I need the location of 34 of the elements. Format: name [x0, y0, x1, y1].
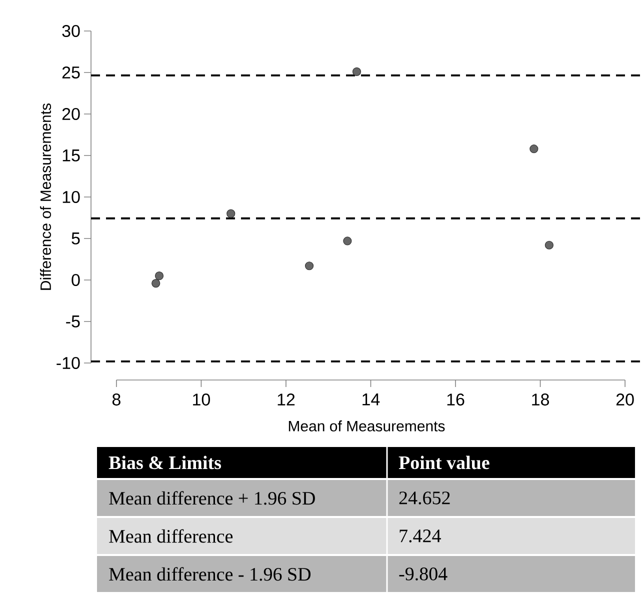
- x-tick-label: 16: [447, 394, 464, 406]
- text: 7.424: [400, 530, 441, 542]
- x-tick-label: 10: [193, 394, 210, 406]
- y-tick-label: 20: [62, 108, 80, 120]
- text: 24.652: [399, 492, 450, 504]
- y-tick-label: 10: [62, 190, 80, 204]
- x-tick-label: 8: [112, 394, 120, 406]
- text: -9.804: [399, 568, 448, 580]
- y-tick-label: 30: [62, 24, 80, 38]
- text: Bias & Limits: [108, 456, 222, 470]
- point: [304, 262, 314, 270]
- x-axis-title: Mean of Measurements: [288, 420, 445, 432]
- x-tick-label: 18: [532, 394, 549, 406]
- point: [343, 236, 352, 246]
- text: Mean difference - 1.96 SD: [109, 567, 311, 581]
- text: Mean difference: [109, 529, 233, 543]
- point: [530, 144, 538, 154]
- y-tick-label: -5: [66, 316, 80, 328]
- point: [352, 67, 362, 76]
- text: Mean difference + 1.96 SD: [109, 491, 315, 505]
- y-tick-label: 25: [62, 66, 80, 79]
- text: Point value: [398, 456, 490, 470]
- point: [152, 279, 160, 288]
- point: [544, 240, 554, 250]
- x-tick-label: 14: [362, 394, 380, 406]
- x-tick-label: 20: [616, 394, 634, 406]
- point: [226, 209, 236, 218]
- point: [154, 272, 164, 280]
- y-tick-label: 5: [72, 232, 80, 244]
- x-tick-label: 12: [278, 394, 295, 406]
- y-tick-label: -10: [56, 356, 80, 370]
- y-tick-label: 0: [72, 274, 80, 286]
- y-tick-label: 15: [62, 150, 80, 162]
- y-axis-title: Difference of Measurements: [40, 104, 52, 290]
